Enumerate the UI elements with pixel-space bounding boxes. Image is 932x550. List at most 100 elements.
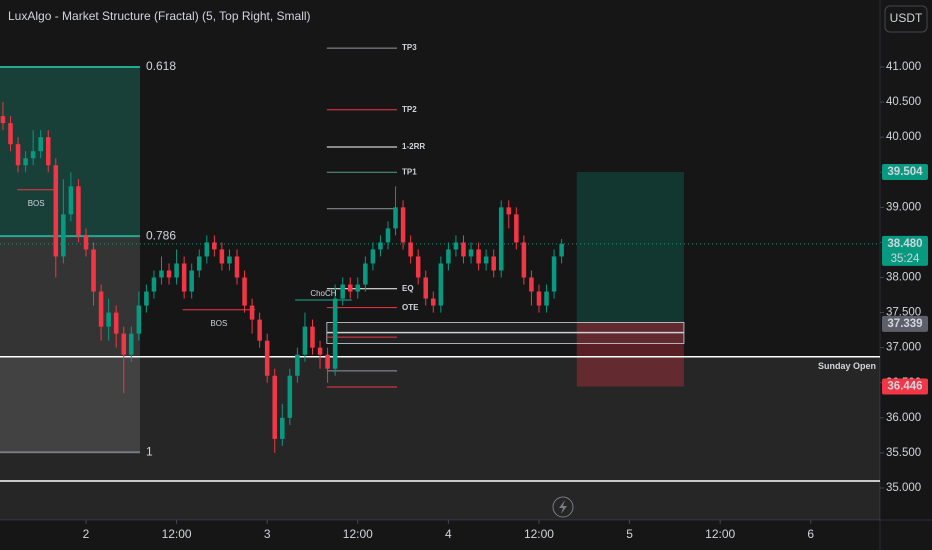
- fib-label: 0.786: [146, 228, 176, 242]
- candle-body: [121, 333, 127, 355]
- lines: [0, 47, 880, 482]
- target-label: 1-2RR: [402, 142, 425, 151]
- candle-body: [113, 312, 119, 334]
- price-label-bg: [882, 163, 928, 180]
- candle-body: [196, 256, 202, 271]
- candle-body: [280, 417, 285, 439]
- indicator-title: LuxAlgo - Market Structure (Fractal) (5,…: [8, 9, 311, 23]
- candle-body: [136, 305, 142, 334]
- price-label-bg: [882, 378, 928, 395]
- candle-body: [249, 305, 255, 320]
- candle-body: [340, 284, 345, 299]
- candle-body: [302, 326, 308, 355]
- candle-body: [272, 375, 278, 439]
- candle-body: [476, 249, 481, 264]
- candle-body: [242, 277, 247, 306]
- candle-body: [144, 291, 149, 306]
- candle-body: [544, 291, 549, 306]
- y-tick-label: 40.500: [886, 96, 921, 108]
- fib-label: 1: [146, 444, 153, 458]
- candle-body: [23, 158, 28, 166]
- y-tick-label: 35.000: [886, 482, 921, 494]
- candle-body: [30, 151, 36, 159]
- candle-body: [536, 291, 542, 306]
- zones: [0, 67, 880, 520]
- candle-body: [189, 270, 194, 292]
- y-tick-label: 37.000: [886, 342, 921, 354]
- price-label: 39.504: [887, 166, 923, 178]
- fib-label: 0.618: [146, 59, 176, 73]
- zone: [576, 171, 684, 323]
- candle-body: [106, 312, 111, 327]
- bolt: [559, 500, 567, 514]
- candle-body: [287, 375, 293, 418]
- price-label-bg: [882, 235, 928, 266]
- replay-icon[interactable]: [552, 496, 574, 518]
- x-tick-label: 12:00: [343, 527, 373, 541]
- structure-label: BOS: [210, 319, 227, 328]
- candle-body: [317, 347, 323, 355]
- candle-body: [453, 242, 459, 250]
- candle-body: [53, 165, 59, 257]
- y-tick-label: 41.000: [886, 61, 921, 73]
- target-label: TP1: [402, 167, 417, 176]
- candle-body: [227, 256, 232, 264]
- candle-body: [310, 326, 315, 348]
- candle-body: [332, 298, 338, 369]
- candle-body: [129, 333, 134, 355]
- candles: [0, 102, 564, 453]
- candle-body: [423, 277, 428, 299]
- candle-body: [295, 354, 300, 376]
- candle-body: [151, 277, 157, 292]
- zone: [0, 356, 880, 520]
- candle-body: [483, 256, 489, 264]
- candle-body: [506, 207, 512, 215]
- candle-body: [212, 242, 217, 250]
- candle-body: [498, 207, 504, 271]
- candle-body: [400, 207, 406, 243]
- candle-body: [378, 242, 383, 250]
- x-tick-label: 12:00: [705, 527, 735, 541]
- target-label: TP3: [402, 43, 417, 52]
- x-tick-label: 12:00: [524, 527, 554, 541]
- candle-body: [491, 256, 496, 271]
- x-tick-label: 4: [445, 527, 452, 541]
- y-tick-label: 38.000: [886, 272, 921, 284]
- candle-body: [8, 123, 13, 145]
- x-tick-label: 12:00: [162, 527, 192, 541]
- x-tick-label: 3: [264, 527, 271, 541]
- candle-body: [347, 284, 353, 292]
- candle-body: [264, 340, 270, 376]
- candle-body: [461, 242, 466, 257]
- candle-body: [431, 298, 436, 306]
- candle-body: [514, 214, 519, 243]
- currency-button[interactable]: [884, 5, 928, 33]
- x-tick-label: 2: [83, 527, 90, 541]
- candle-body: [355, 284, 361, 292]
- labels: 0.618 0.786 1 TP3 TP2 1-2RR TP1 EQ OTE BOS BOS ChoC…: [28, 43, 876, 458]
- zone: [326, 322, 685, 333]
- candle-body: [204, 242, 210, 257]
- price-label: 36.446: [887, 381, 922, 393]
- candle-body: [325, 354, 330, 369]
- structure-label: ChoCH: [310, 289, 336, 298]
- candle-body: [529, 277, 534, 292]
- candle-body: [174, 263, 179, 278]
- x-tick-label: 6: [807, 527, 814, 541]
- price-label: 38.480: [887, 238, 922, 250]
- candle-body: [446, 249, 451, 264]
- candle-body: [234, 256, 240, 278]
- candle-body: [45, 137, 51, 166]
- y-tick-label: 37.500: [886, 307, 921, 319]
- candle-body: [257, 319, 262, 341]
- price-label: 37.339: [887, 318, 922, 330]
- candle-body: [68, 186, 74, 215]
- price-label-bg: [882, 315, 928, 332]
- candle-body: [159, 270, 164, 278]
- candle-body: [181, 263, 187, 292]
- x-tick-label: 5: [626, 527, 633, 541]
- countdown: 35:24: [891, 253, 920, 265]
- y-tick-label: 39.000: [886, 201, 921, 213]
- currency[interactable]: USDT: [890, 11, 923, 25]
